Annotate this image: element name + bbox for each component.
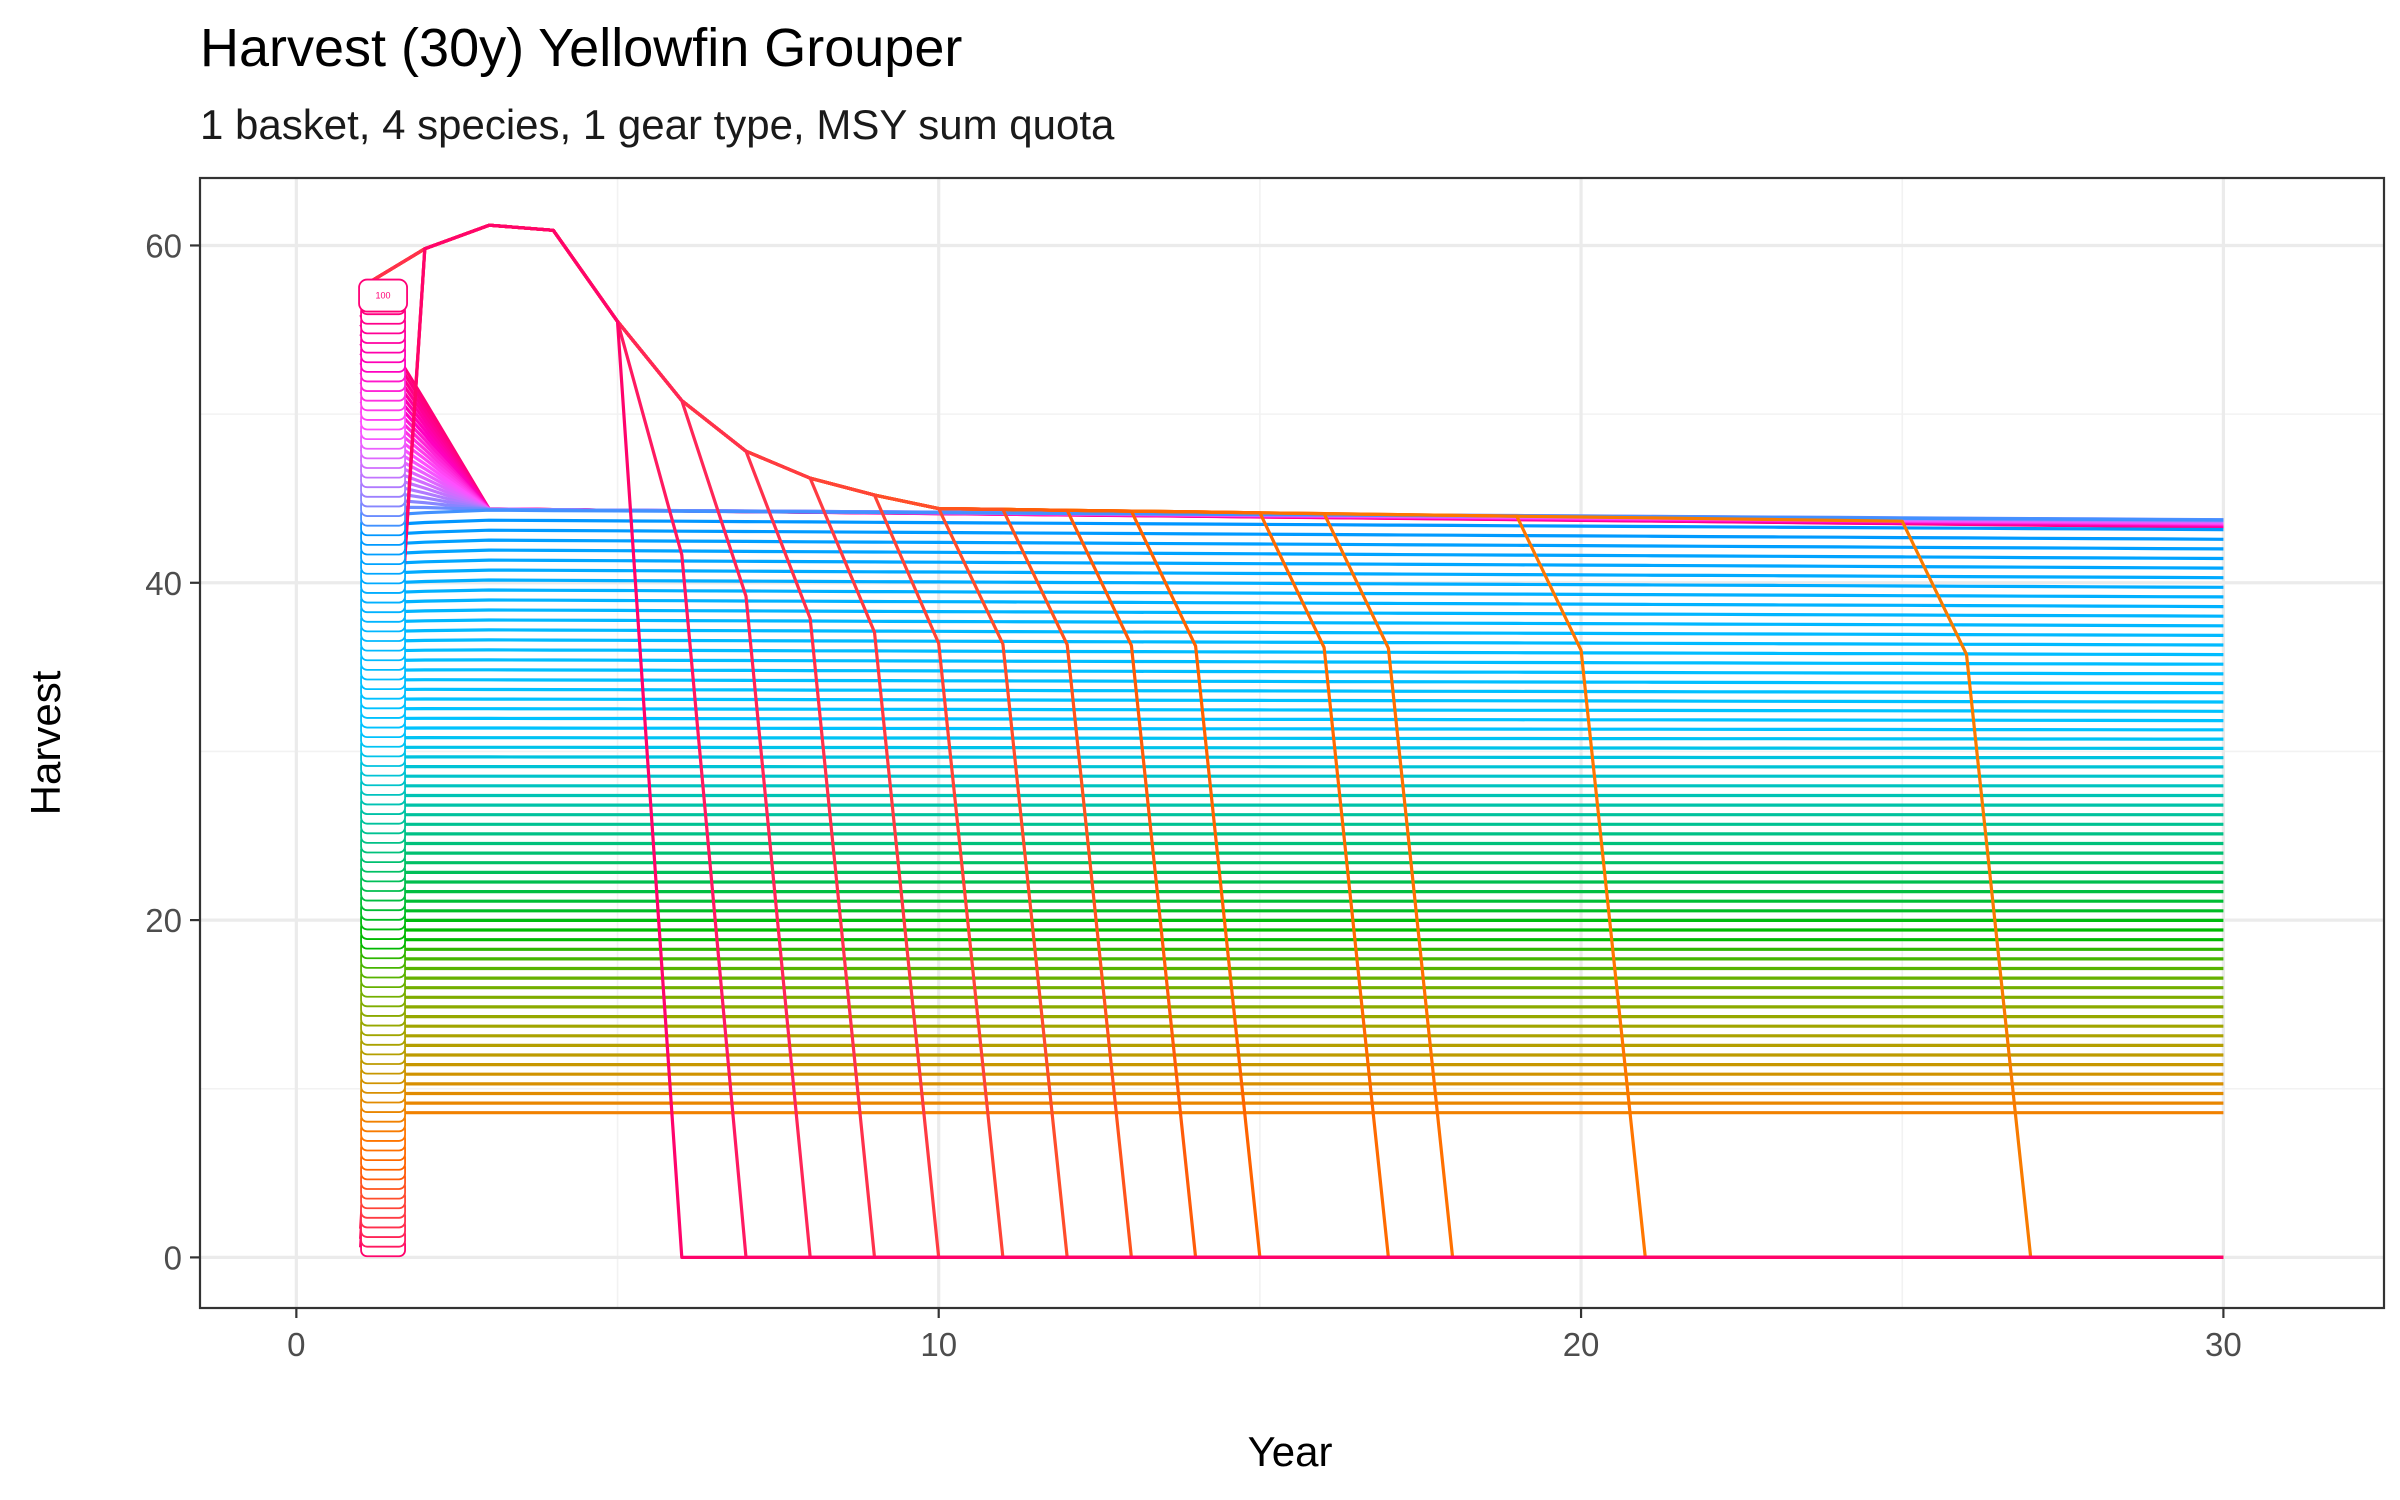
series-line-87 bbox=[359, 419, 2224, 525]
series-line-61 bbox=[360, 668, 2224, 676]
series-line-55 bbox=[360, 726, 2224, 732]
series-line-100 bbox=[359, 294, 2224, 529]
series-line-94 bbox=[359, 352, 2224, 527]
series-label-top: 100 bbox=[358, 278, 408, 313]
y-tick-label: 40 bbox=[145, 565, 182, 602]
series-line-74 bbox=[360, 538, 2224, 551]
series-line-1 bbox=[359, 223, 2224, 1259]
grid-lines bbox=[200, 178, 2384, 1308]
x-axis-title: Year bbox=[1248, 1428, 1333, 1475]
chart-title: Harvest (30y) Yellowfin Grouper bbox=[200, 18, 962, 78]
series-line-93 bbox=[359, 361, 2224, 527]
series-line-97 bbox=[359, 323, 2224, 528]
series-line-67 bbox=[360, 608, 2224, 618]
series-label-text: 100 bbox=[376, 291, 391, 301]
series-line-62 bbox=[360, 658, 2224, 666]
series-line-72 bbox=[360, 558, 2224, 570]
series-line-99 bbox=[359, 304, 2224, 529]
series-line-69 bbox=[360, 588, 2224, 599]
series-line-60 bbox=[360, 678, 2224, 686]
series-line-95 bbox=[359, 342, 2224, 527]
series-line-75 bbox=[360, 528, 2224, 541]
x-tick-label: 0 bbox=[287, 1326, 305, 1363]
series-line-59 bbox=[360, 687, 2224, 695]
series-label-box-top bbox=[358, 278, 408, 313]
series-line-98 bbox=[359, 313, 2224, 528]
x-tick-label: 10 bbox=[920, 1326, 957, 1363]
y-tick-label: 0 bbox=[164, 1239, 182, 1276]
series-line-96 bbox=[359, 333, 2224, 528]
series-line-54 bbox=[360, 736, 2224, 741]
x-tick-label: 30 bbox=[2205, 1326, 2242, 1363]
series-line-63 bbox=[360, 648, 2224, 657]
series-line-71 bbox=[360, 568, 2224, 580]
series-line-89 bbox=[359, 400, 2224, 525]
series-line-64 bbox=[360, 638, 2224, 647]
plot-panel-border bbox=[198, 176, 2386, 1310]
x-tick-label: 20 bbox=[1563, 1326, 1600, 1363]
series-line-73 bbox=[360, 548, 2224, 561]
y-tick-label: 60 bbox=[145, 227, 182, 264]
chart-subtitle: 1 basket, 4 species, 1 gear type, MSY su… bbox=[200, 101, 1115, 148]
y-axis-title: Harvest bbox=[22, 670, 69, 815]
series-line-92 bbox=[359, 371, 2224, 526]
series-line-86 bbox=[359, 428, 2224, 524]
series-line-88 bbox=[359, 409, 2224, 525]
series-line-66 bbox=[360, 618, 2224, 628]
series-line-52 bbox=[360, 755, 2224, 760]
y-tick-label: 20 bbox=[145, 902, 182, 939]
axes: 0 10 20 30 0 20 40 60 bbox=[145, 227, 2241, 1363]
series-line-53 bbox=[360, 745, 2224, 750]
series-line-68 bbox=[360, 598, 2224, 609]
series-line-56 bbox=[360, 716, 2224, 723]
series-line-58 bbox=[360, 697, 2224, 704]
series-line-90 bbox=[359, 390, 2224, 526]
series-line-65 bbox=[360, 628, 2224, 637]
series-line-57 bbox=[360, 707, 2224, 713]
series-lines bbox=[359, 223, 2224, 1259]
series-labels: 100 bbox=[358, 278, 408, 1258]
